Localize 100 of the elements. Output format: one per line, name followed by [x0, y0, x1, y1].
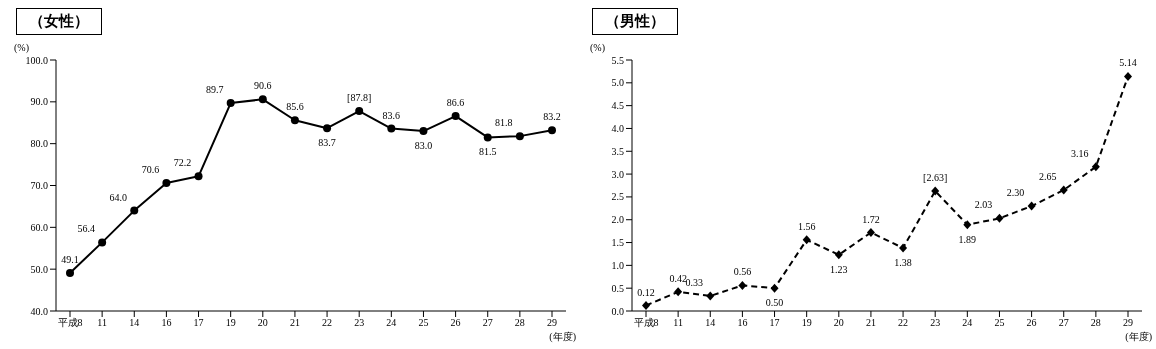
y-tick-label: 2.5: [611, 191, 624, 203]
data-label: [87.8]: [347, 92, 372, 104]
point: [290, 116, 299, 125]
y-axis-title: (%): [14, 42, 29, 53]
point: [130, 206, 139, 215]
data-label: 1.23: [830, 263, 848, 275]
y-axis-title: (%): [590, 42, 605, 53]
x-tick-label: 17: [769, 317, 780, 329]
data-label: 85.6: [286, 101, 304, 113]
x-tick-label: 25: [418, 317, 429, 329]
y-tick-label: 2.0: [611, 214, 624, 226]
x-axis-title: (年度): [1125, 330, 1152, 344]
point: [98, 238, 107, 247]
x-tick-label: 21: [289, 317, 300, 329]
point: [1059, 185, 1068, 195]
point: [483, 133, 492, 142]
point: [323, 124, 332, 133]
x-tick-label: 27: [482, 317, 493, 329]
data-label: 81.5: [478, 146, 497, 158]
data-label: 83.2: [543, 111, 561, 123]
x-tick-label: 28: [514, 317, 525, 329]
point: [162, 178, 171, 187]
x-tick-label: 29: [547, 317, 557, 329]
y-tick-label: 0.5: [611, 282, 624, 294]
chart-title: （男性）: [592, 8, 678, 35]
data-label: 83.7: [318, 137, 336, 149]
x-axis-title: (年度): [549, 330, 576, 344]
y-tick-label: 70.0: [30, 180, 48, 192]
data-label: 0.12: [637, 286, 655, 298]
data-label: 2.65: [1038, 171, 1057, 183]
point: [1124, 71, 1132, 81]
y-tick-label: 90.0: [30, 96, 48, 108]
point: [1091, 162, 1100, 172]
x-tick-label: 22: [898, 317, 909, 329]
point: [387, 124, 396, 133]
y-tick-label: 80.0: [30, 138, 48, 150]
x-tick-label: 平成8: [633, 317, 659, 329]
x-tick-label: 平成8: [57, 317, 83, 329]
x-tick-label: 24: [386, 317, 397, 329]
x-tick-label: 25: [994, 317, 1005, 329]
point: [419, 127, 428, 136]
data-label: [2.63]: [923, 171, 948, 183]
point: [706, 291, 715, 301]
point: [1027, 201, 1036, 211]
data-label: 72.2: [173, 157, 192, 169]
data-label: 90.6: [254, 80, 272, 92]
x-tick-label: 21: [865, 317, 876, 329]
data-label: 3.16: [1071, 147, 1089, 159]
point: [834, 250, 843, 260]
x-tick-label: 28: [1090, 317, 1101, 329]
point: [899, 243, 908, 253]
y-tick-label: 40.0: [30, 305, 48, 317]
chart-title: （女性）: [16, 8, 102, 35]
point: [995, 213, 1004, 223]
x-tick-label: 16: [161, 317, 172, 329]
x-tick-label: 14: [705, 317, 716, 329]
y-tick-label: 5.5: [611, 54, 624, 66]
x-tick-label: 14: [129, 317, 140, 329]
x-tick-label: 20: [833, 317, 844, 329]
point: [963, 220, 972, 230]
y-tick-label: 3.0: [611, 168, 624, 180]
data-label: 0.56: [733, 266, 752, 278]
data-label: 83.6: [382, 109, 401, 121]
y-tick-label: 1.0: [611, 259, 624, 271]
x-tick-label: 16: [737, 317, 748, 329]
point: [258, 95, 267, 104]
point: [194, 172, 203, 181]
data-label: 64.0: [109, 191, 128, 203]
y-tick-label: 4.0: [611, 123, 624, 134]
data-label: 83.0: [414, 140, 433, 152]
point: [674, 287, 683, 297]
x-tick-label: 23: [354, 317, 365, 329]
y-tick-label: 60.0: [30, 221, 48, 233]
x-tick-label: 20: [257, 317, 268, 329]
data-label: 0.42: [669, 272, 687, 284]
point: [66, 268, 74, 277]
y-tick-label: 4.5: [611, 100, 624, 112]
data-label: 0.50: [765, 297, 784, 309]
data-label: 1.72: [862, 213, 880, 225]
x-tick-label: 22: [322, 317, 333, 329]
point: [226, 99, 235, 108]
y-tick-label: 1.5: [611, 237, 624, 249]
x-tick-label: 19: [225, 317, 236, 329]
y-tick-label: 3.5: [611, 145, 624, 157]
data-label: 81.8: [495, 117, 513, 129]
point: [738, 280, 747, 290]
data-label: 1.56: [797, 220, 816, 232]
data-label: 2.03: [974, 199, 993, 211]
x-tick-label: 23: [930, 317, 941, 329]
point: [451, 112, 460, 121]
x-tick-label: 11: [673, 317, 683, 329]
data-label: 5.14: [1119, 57, 1137, 69]
point: [548, 126, 556, 135]
y-tick-label: 5.0: [611, 77, 624, 89]
data-label: 70.6: [141, 163, 160, 175]
x-tick-label: 11: [97, 317, 107, 329]
x-tick-label: 26: [1026, 317, 1037, 329]
data-label: 89.7: [205, 84, 224, 96]
data-label: 1.89: [958, 233, 977, 245]
y-tick-label: 0.0: [611, 305, 624, 317]
